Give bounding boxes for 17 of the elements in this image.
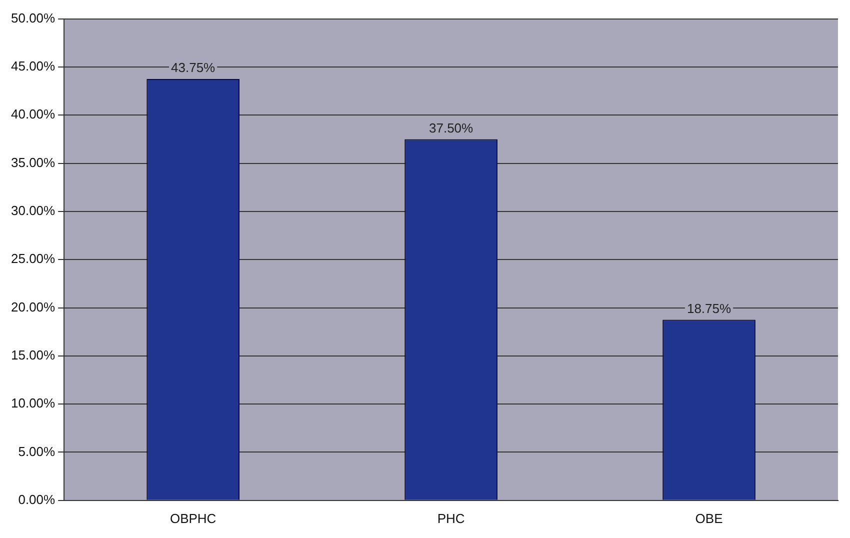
y-tick-label: 30.00% xyxy=(10,203,56,218)
data-label: 43.75% xyxy=(171,60,216,76)
y-tick-label: 25.00% xyxy=(10,251,56,266)
y-tick-label: 45.00% xyxy=(10,58,56,74)
y-tick-label: 10.00% xyxy=(10,396,56,411)
y-tick-label: 0.00% xyxy=(18,492,56,507)
x-tick-label: OBPHC xyxy=(170,510,216,526)
data-label: 18.75% xyxy=(686,300,732,316)
x-tick-label: PHC xyxy=(437,510,465,526)
y-tick-label: 15.00% xyxy=(10,348,56,362)
y-tick-label: 35.00% xyxy=(10,154,56,170)
y-tick-label: 20.00% xyxy=(10,299,56,314)
x-tick-label: OBE xyxy=(695,510,724,526)
y-tick-label: 50.00% xyxy=(10,10,56,26)
y-tick-label: 40.00% xyxy=(10,106,56,122)
y-tick-label: 5.00% xyxy=(18,444,56,459)
data-label: 37.50% xyxy=(429,120,474,136)
